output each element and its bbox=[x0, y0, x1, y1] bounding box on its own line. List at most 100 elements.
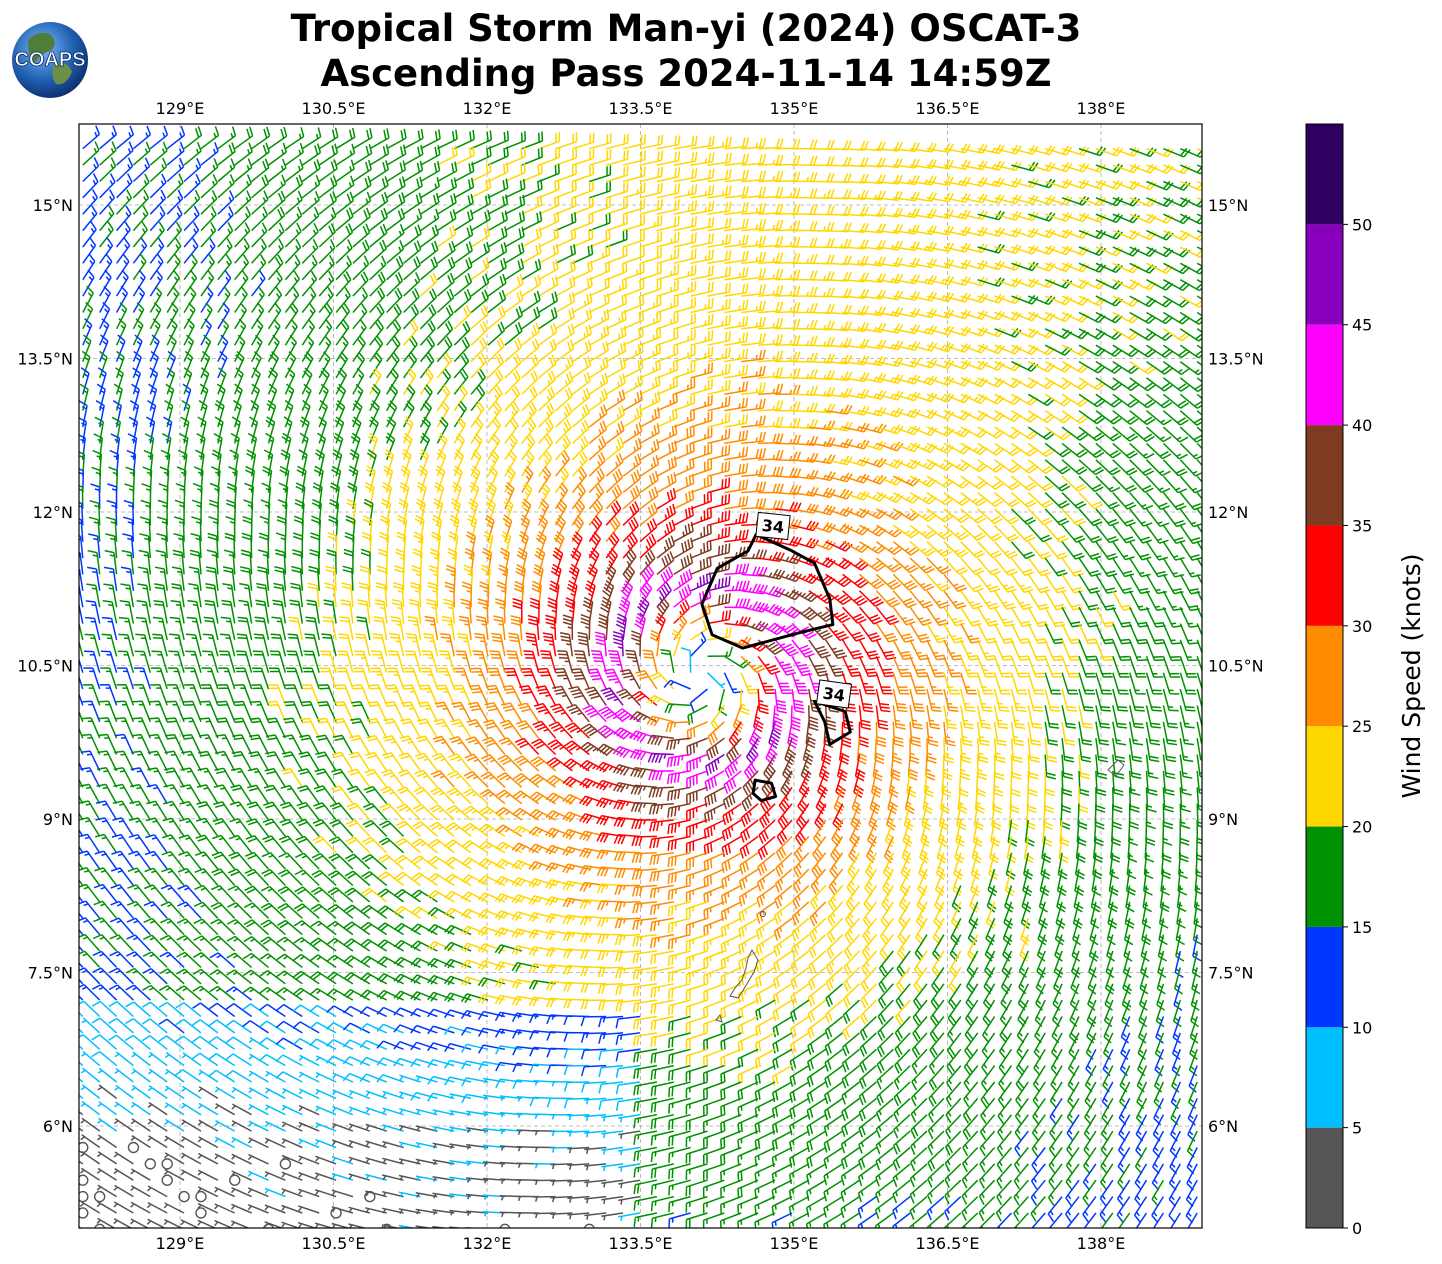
wind-barb bbox=[144, 433, 155, 460]
wind-barb bbox=[102, 616, 118, 641]
wind-barb bbox=[149, 318, 161, 346]
colorbar-title: Wind Speed (knots) bbox=[1397, 553, 1426, 798]
wind-barb bbox=[407, 615, 422, 641]
wind-barb bbox=[994, 328, 1022, 338]
wind-barb bbox=[420, 161, 441, 183]
wind-barb bbox=[893, 241, 921, 252]
wind-barb bbox=[960, 160, 988, 171]
wind-barb bbox=[1196, 311, 1202, 317]
wind-barb bbox=[791, 573, 819, 585]
wind-barb bbox=[386, 255, 404, 281]
wind-barb bbox=[186, 616, 202, 641]
wind-barb bbox=[436, 272, 455, 297]
wind-barb bbox=[690, 233, 715, 248]
wind-barb bbox=[664, 703, 691, 714]
wind-barb bbox=[369, 239, 387, 264]
wind-barb bbox=[741, 300, 766, 314]
wind-barb bbox=[335, 255, 353, 281]
wind-barb bbox=[775, 368, 801, 379]
wind-barb bbox=[774, 688, 787, 714]
wind-barb bbox=[758, 466, 784, 477]
wind-barb bbox=[369, 416, 379, 444]
wind-barb bbox=[707, 396, 731, 412]
wind-barb bbox=[673, 441, 695, 461]
wind-barb bbox=[187, 599, 202, 624]
wind-barb bbox=[572, 164, 595, 183]
wind-barb bbox=[1044, 410, 1072, 424]
wind-barb bbox=[139, 516, 152, 542]
wind-barb bbox=[724, 397, 749, 412]
wind-barb bbox=[82, 189, 99, 215]
wind-barb bbox=[673, 280, 697, 297]
wind-barb bbox=[639, 231, 663, 248]
wind-barb bbox=[114, 1084, 134, 1100]
wind-barb bbox=[842, 255, 869, 266]
wind-barb bbox=[538, 291, 559, 314]
wind-barb bbox=[301, 335, 315, 362]
wind-barb bbox=[707, 217, 732, 232]
wind-barb bbox=[741, 415, 766, 428]
wind-barb bbox=[605, 309, 627, 330]
wind-barb bbox=[707, 609, 732, 625]
wind-barb bbox=[250, 334, 263, 362]
wind-barb bbox=[164, 1102, 185, 1116]
wind-barb bbox=[386, 416, 397, 444]
wind-barb bbox=[521, 163, 543, 183]
wind-barb bbox=[555, 403, 573, 428]
wind-barb bbox=[504, 274, 524, 297]
wind-barb bbox=[775, 236, 801, 248]
wind-barb bbox=[673, 361, 696, 379]
wind-barb bbox=[588, 467, 605, 494]
wind-barb bbox=[303, 650, 320, 673]
wind-barb bbox=[758, 268, 784, 281]
calm-marker bbox=[195, 1207, 207, 1219]
wind-barb bbox=[115, 285, 129, 313]
wind-barb bbox=[1145, 721, 1161, 746]
wind-barb bbox=[1196, 197, 1202, 201]
wind-barb bbox=[164, 1118, 185, 1132]
wind-barb bbox=[588, 420, 607, 444]
wind-barb bbox=[284, 190, 303, 215]
wind-barb bbox=[147, 1101, 168, 1116]
wind-barb bbox=[1196, 672, 1202, 692]
calm-marker bbox=[229, 1174, 241, 1186]
wind-barb bbox=[758, 350, 784, 363]
wind-barb bbox=[668, 1212, 691, 1228]
wind-barb bbox=[570, 547, 582, 575]
wind-barb bbox=[656, 503, 677, 526]
wind-barb bbox=[99, 125, 118, 150]
wind-barb bbox=[1078, 229, 1107, 240]
wind-barb bbox=[650, 1195, 674, 1212]
wind-barb bbox=[808, 487, 836, 499]
lat-tick-label-right: 6°N bbox=[1208, 1117, 1238, 1136]
wind-barb bbox=[99, 334, 109, 362]
wind-barb bbox=[134, 650, 152, 673]
wind-barb bbox=[979, 1229, 995, 1253]
wind-barb bbox=[80, 1117, 101, 1132]
wind-barb bbox=[1129, 213, 1157, 224]
wind-barb bbox=[538, 259, 559, 281]
wind-barb bbox=[926, 275, 955, 286]
wind-barb bbox=[181, 1102, 202, 1116]
wind-barb bbox=[943, 393, 972, 404]
wind-barb bbox=[605, 197, 628, 215]
wind-barb bbox=[758, 383, 784, 396]
wind-barb bbox=[668, 1146, 691, 1163]
wind-barb bbox=[741, 549, 768, 560]
wind-barb bbox=[741, 186, 767, 199]
wind-barb bbox=[859, 256, 886, 267]
wind-barb bbox=[960, 573, 984, 593]
wind-barb bbox=[354, 650, 371, 673]
wind-barb bbox=[605, 277, 628, 297]
wind-barb bbox=[724, 267, 749, 281]
wind-barb bbox=[741, 284, 766, 297]
wind-barb bbox=[703, 819, 725, 839]
wind-barb bbox=[589, 181, 611, 199]
wind-barb bbox=[572, 212, 594, 232]
wind-barb bbox=[724, 616, 751, 627]
wind-barb bbox=[686, 737, 708, 756]
wind-barb bbox=[605, 389, 626, 412]
wind-barb bbox=[673, 457, 695, 477]
wind-barb bbox=[588, 547, 600, 575]
wind-barb bbox=[673, 151, 698, 166]
